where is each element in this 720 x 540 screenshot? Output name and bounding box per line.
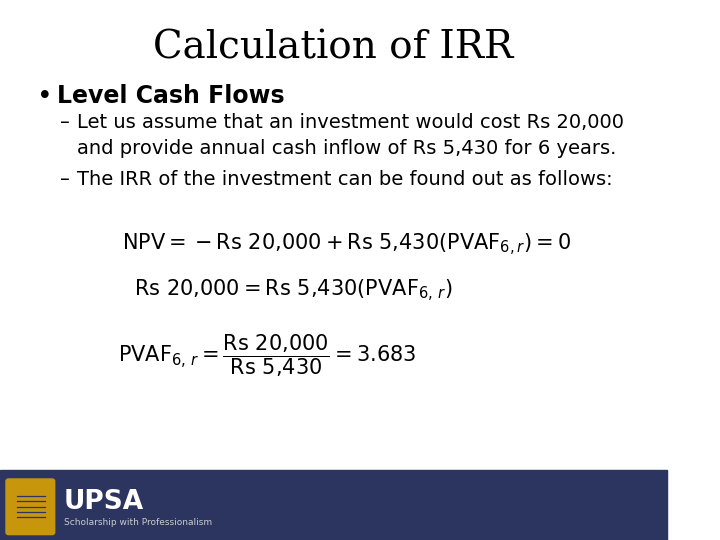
FancyBboxPatch shape xyxy=(6,479,55,535)
Text: –: – xyxy=(60,113,70,132)
Text: Let us assume that an investment would cost Rs 20,000
and provide annual cash in: Let us assume that an investment would c… xyxy=(77,113,624,158)
FancyBboxPatch shape xyxy=(0,470,667,540)
Text: $\mathrm{Rs}\ 20{,}000 = \mathrm{Rs}\ 5{,}430(\mathrm{PVAF}_{6,\,r})$: $\mathrm{Rs}\ 20{,}000 = \mathrm{Rs}\ 5{… xyxy=(134,278,453,305)
Text: UPSA: UPSA xyxy=(64,489,144,515)
Text: Calculation of IRR: Calculation of IRR xyxy=(153,30,513,67)
Text: Level Cash Flows: Level Cash Flows xyxy=(57,84,284,107)
Text: The IRR of the investment can be found out as follows:: The IRR of the investment can be found o… xyxy=(77,170,612,189)
Text: $\mathrm{NPV} = -\mathrm{Rs}\ 20{,}000 + \mathrm{Rs}\ 5{,}430(\mathrm{PVAF}_{6,r: $\mathrm{NPV} = -\mathrm{Rs}\ 20{,}000 +… xyxy=(122,232,571,259)
Text: •: • xyxy=(37,84,53,110)
Text: $\mathrm{PVAF}_{6,\,r} = \dfrac{\mathrm{Rs}\ 20{,}000}{\mathrm{Rs}\ 5{,}430} = 3: $\mathrm{PVAF}_{6,\,r} = \dfrac{\mathrm{… xyxy=(117,332,416,379)
Text: –: – xyxy=(60,170,70,189)
Text: Scholarship with Professionalism: Scholarship with Professionalism xyxy=(64,518,212,528)
